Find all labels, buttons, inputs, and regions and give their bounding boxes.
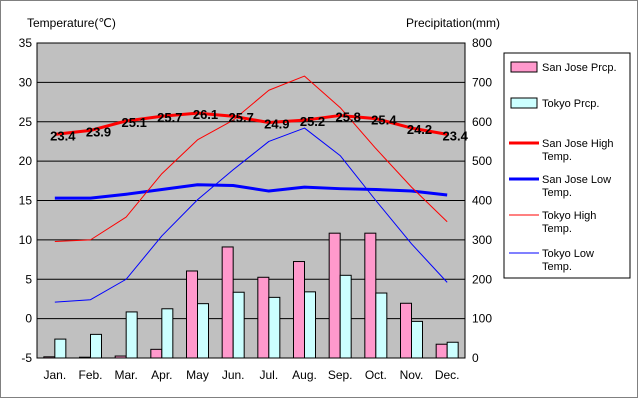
legend-label: San Jose High Temp. bbox=[542, 138, 614, 163]
left-tick-label: 35 bbox=[19, 36, 33, 50]
precip-bar bbox=[232, 291, 245, 359]
precip-bar bbox=[161, 308, 174, 359]
left-tick-label: 0 bbox=[25, 312, 32, 326]
precip-bar bbox=[114, 355, 127, 359]
legend-label: Tokyo Low Temp. bbox=[542, 248, 594, 273]
data-label: 26.1 bbox=[193, 107, 218, 122]
precip-bar bbox=[221, 246, 234, 359]
data-label: 25.7 bbox=[229, 110, 254, 125]
precip-bar bbox=[125, 311, 138, 359]
data-label: 25.4 bbox=[371, 113, 397, 128]
left-tick-label: 5 bbox=[25, 272, 32, 286]
legend-label: San Jose Prcp. bbox=[542, 62, 617, 74]
data-label: 25.1 bbox=[122, 115, 147, 130]
data-label: 23.4 bbox=[443, 128, 469, 143]
data-label: 25.7 bbox=[157, 110, 182, 125]
right-tick-label: 300 bbox=[472, 233, 492, 247]
left-tick-label: 10 bbox=[19, 233, 33, 247]
right-tick-label: 800 bbox=[472, 36, 492, 50]
legend-label: Tokyo High Temp. bbox=[542, 210, 596, 235]
temp-line bbox=[54, 183, 448, 200]
data-label: 23.4 bbox=[50, 128, 76, 143]
legend-label: Tokyo Prcp. bbox=[542, 98, 599, 110]
x-tick-label: Jan. bbox=[43, 368, 66, 382]
precip-bar bbox=[43, 356, 56, 359]
temperature-lines bbox=[54, 75, 448, 303]
data-label: 25.2 bbox=[300, 114, 325, 129]
legend-swatch bbox=[510, 61, 538, 73]
precip-bar bbox=[186, 270, 198, 359]
left-tick-label: 20 bbox=[19, 154, 33, 168]
right-tick-label: 100 bbox=[472, 312, 492, 326]
right-tick-label: 500 bbox=[472, 154, 492, 168]
data-label: 25.8 bbox=[336, 109, 361, 124]
precip-bar bbox=[400, 302, 412, 359]
data-labels: 23.4 23.9 25.1 25.7 26.1 25.7 24.9 25.2 25.8 25.4… bbox=[50, 107, 468, 143]
temp-line bbox=[54, 111, 448, 136]
x-tick-label: Apr. bbox=[151, 368, 172, 382]
temp-line bbox=[54, 75, 448, 242]
precip-bar bbox=[150, 348, 163, 359]
legend-box bbox=[503, 52, 631, 279]
precip-bar bbox=[364, 232, 377, 359]
x-tick-label: Sep. bbox=[328, 368, 353, 382]
precip-bar bbox=[304, 291, 316, 359]
precip-bar bbox=[79, 356, 91, 359]
precip-bar bbox=[90, 333, 102, 359]
precip-bar bbox=[446, 341, 459, 359]
precip-bar bbox=[268, 296, 281, 359]
legend: San Jose Prcp. Tokyo Prcp. San Jose High Te… bbox=[509, 61, 617, 273]
precip-bar bbox=[375, 292, 388, 359]
x-tick-label: Aug. bbox=[292, 368, 317, 382]
grid-lines bbox=[37, 81, 465, 320]
legend-label: San Jose Low Temp. bbox=[542, 174, 611, 199]
right-tick-label: 700 bbox=[472, 75, 492, 89]
left-axis-label: Temperature(℃) bbox=[27, 16, 116, 30]
precip-bar bbox=[257, 276, 270, 359]
data-label: 24.2 bbox=[407, 122, 432, 137]
data-label: 24.9 bbox=[264, 117, 289, 132]
x-tick-label: Feb. bbox=[78, 368, 102, 382]
right-axis-label: Precipitation(mm) bbox=[406, 16, 500, 30]
precip-bar bbox=[339, 274, 352, 359]
left-tick-label: -5 bbox=[21, 351, 32, 365]
left-tick-label: 30 bbox=[19, 75, 33, 89]
precip-bar bbox=[293, 261, 305, 359]
x-tick-label: Nov. bbox=[400, 368, 424, 382]
x-axis-ticks: Jan. Feb. Mar. Apr. May Jun. Jul. Aug. Sep. Oct. N… bbox=[43, 368, 459, 382]
legend-swatch bbox=[510, 97, 538, 109]
precipitation-bars bbox=[43, 232, 459, 359]
precip-bar bbox=[328, 232, 341, 359]
left-axis-ticks: -5 0 5 10 15 20 25 30 35 bbox=[19, 36, 33, 365]
x-tick-label: May bbox=[186, 368, 209, 382]
x-tick-label: Jun. bbox=[222, 368, 245, 382]
x-tick-label: Jul. bbox=[259, 368, 278, 382]
right-tick-label: 600 bbox=[472, 115, 492, 129]
right-tick-label: 200 bbox=[472, 272, 492, 286]
x-tick-label: Mar. bbox=[114, 368, 137, 382]
precip-bar bbox=[197, 303, 209, 359]
precip-bar bbox=[54, 338, 67, 359]
x-tick-label: Oct. bbox=[365, 368, 387, 382]
data-label: 23.9 bbox=[86, 124, 111, 139]
left-tick-label: 15 bbox=[19, 194, 33, 208]
precip-bar bbox=[435, 343, 448, 359]
right-tick-label: 0 bbox=[472, 351, 479, 365]
left-tick-label: 25 bbox=[19, 115, 33, 129]
x-tick-label: Dec. bbox=[435, 368, 460, 382]
precip-bar bbox=[411, 320, 423, 359]
temp-line bbox=[54, 127, 448, 303]
right-tick-label: 400 bbox=[472, 194, 492, 208]
right-axis-ticks: 0 100 200 300 400 500 600 700 800 bbox=[472, 36, 492, 365]
